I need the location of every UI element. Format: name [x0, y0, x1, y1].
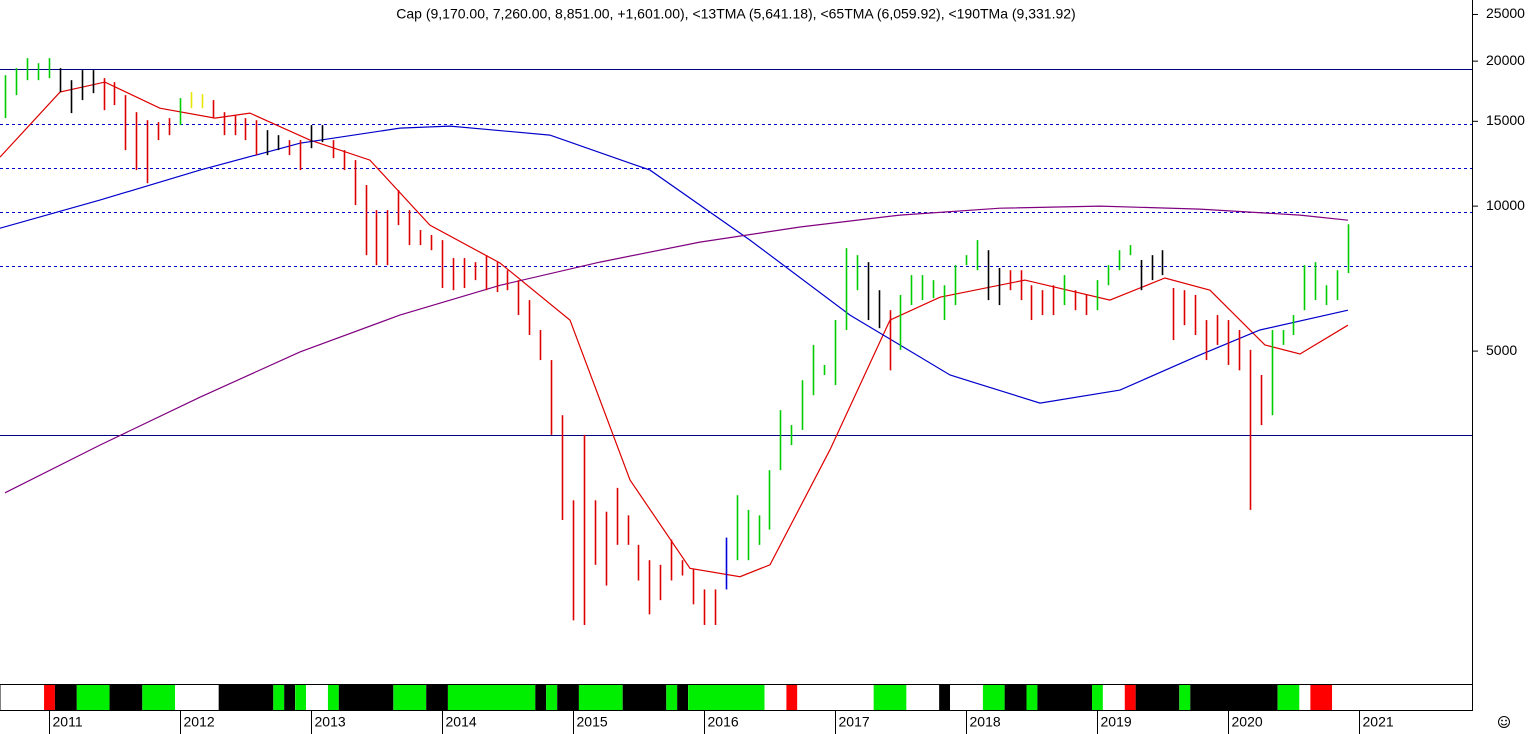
- x-tick-label: 2013: [315, 714, 346, 730]
- strip-segment: [535, 685, 547, 710]
- strip-segment: [109, 685, 143, 710]
- strip-segment: [1332, 685, 1355, 710]
- y-tick-label: 15000: [1486, 112, 1525, 128]
- x-tick-label: 2014: [446, 714, 477, 730]
- strip-segment: [873, 685, 907, 710]
- strip-segment: [142, 685, 176, 710]
- x-tick-label: 2015: [577, 714, 608, 730]
- x-tick-label: 2019: [1101, 714, 1132, 730]
- average-line: [0, 81, 1349, 578]
- strip-segment: [666, 685, 678, 710]
- strip-segment: [1179, 685, 1191, 710]
- strip-segment: [1092, 685, 1103, 710]
- chart-title: Cap (9,170.00, 7,260.00, 8,851.00, +1,60…: [396, 6, 1075, 22]
- strip-segment: [622, 685, 667, 710]
- strip-segment: [306, 685, 328, 710]
- strip-segment: [0, 685, 45, 710]
- x-tick-label: 2017: [839, 714, 870, 730]
- strip-segment: [906, 685, 940, 710]
- x-tick-label: 2020: [1232, 714, 1263, 730]
- average-line: [4, 205, 1348, 494]
- x-tick-label: 2021: [1363, 714, 1394, 730]
- strip-segment: [786, 685, 798, 710]
- strip-segment: [338, 685, 394, 710]
- strip-segment: [1124, 685, 1136, 710]
- strip-segment: [688, 685, 765, 710]
- strip-segment: [677, 685, 689, 710]
- strip-segment: [295, 685, 307, 710]
- strip-segment: [273, 685, 285, 710]
- strip-segment: [578, 685, 623, 710]
- strip-segment: [1004, 685, 1027, 710]
- strip-segment: [44, 685, 55, 710]
- strip-segment: [1190, 685, 1278, 710]
- strip-segment: [393, 685, 427, 710]
- y-tick-label: 10000: [1486, 197, 1525, 213]
- strip-segment: [1102, 685, 1125, 710]
- strip-segment: [327, 685, 339, 710]
- y-tick-label: 20000: [1486, 52, 1525, 68]
- strip-segment: [426, 685, 448, 710]
- strip-segment: [447, 685, 536, 710]
- x-tick-label: 2011: [53, 714, 83, 730]
- average-line: [0, 125, 1349, 404]
- y-tick-label: 25000: [1486, 5, 1525, 21]
- strip-segment: [284, 685, 296, 710]
- y-tick-label: 5000: [1486, 342, 1517, 358]
- x-tick-label: 2018: [970, 714, 1001, 730]
- strip-segment: [764, 685, 787, 710]
- strip-segment: [1026, 685, 1038, 710]
- strip-segment: [939, 685, 951, 710]
- strip-segment: [982, 685, 1005, 710]
- strip-segment: [797, 685, 874, 710]
- x-tick-label: 2016: [708, 714, 739, 730]
- strip-segment: [1299, 685, 1311, 710]
- strip-segment: [76, 685, 110, 710]
- strip-segment: [557, 685, 579, 710]
- strip-segment: [1310, 685, 1333, 710]
- strip-segment: [546, 685, 558, 710]
- strip-segment: [1277, 685, 1300, 710]
- strip-segment: [950, 685, 983, 710]
- strip-segment: [1135, 685, 1180, 710]
- strip-segment: [175, 685, 219, 710]
- strip-segment: [218, 685, 274, 710]
- strip-segment: [54, 685, 77, 710]
- smiley-icon: [1498, 716, 1510, 728]
- strip-segment: [1037, 685, 1093, 710]
- x-tick-label: 2012: [184, 714, 215, 730]
